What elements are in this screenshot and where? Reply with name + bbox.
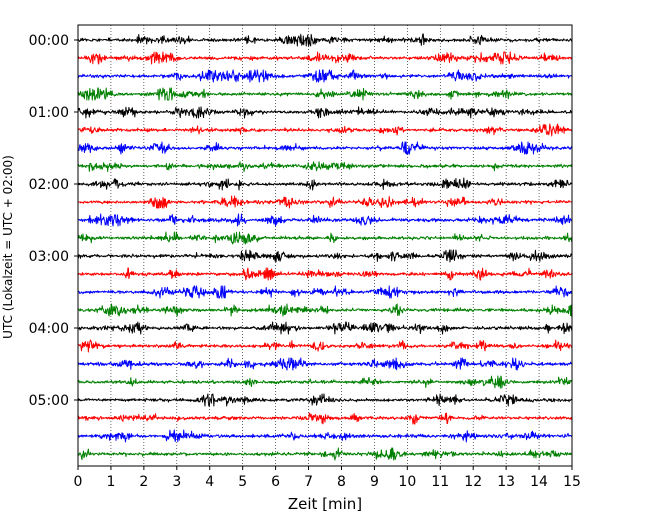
y-axis-label: UTC (Lokalzeit = UTC + 02:00) xyxy=(1,155,15,339)
trace-line xyxy=(77,447,573,461)
trace-line xyxy=(77,33,573,47)
x-tick-label: 3 xyxy=(172,474,181,490)
x-tick-label: 15 xyxy=(563,474,581,490)
trace-line xyxy=(77,375,573,389)
trace-line xyxy=(77,51,573,65)
trace-line xyxy=(77,231,573,245)
trace-line xyxy=(77,267,573,281)
x-tick-label: 8 xyxy=(337,474,346,490)
trace-line xyxy=(77,141,573,155)
x-tick-label: 11 xyxy=(431,474,449,490)
trace-line xyxy=(77,357,573,371)
trace-line xyxy=(77,429,573,443)
y-tick-label: 05:00 xyxy=(29,393,69,409)
trace-series xyxy=(77,33,573,461)
trace-line xyxy=(77,321,573,335)
trace-line xyxy=(77,412,573,425)
trace-line xyxy=(77,303,573,317)
y-tick-label: 04:00 xyxy=(29,321,69,337)
trace-line xyxy=(77,123,573,137)
x-tick-label: 6 xyxy=(271,474,280,490)
x-axis-label: Zeit [min] xyxy=(288,495,362,513)
x-tick-label: 2 xyxy=(139,474,148,490)
y-tick-label: 00:00 xyxy=(29,33,69,49)
x-tick-label: 7 xyxy=(304,474,313,490)
y-tick-label: 03:00 xyxy=(29,249,69,265)
x-tick-label: 4 xyxy=(205,474,214,490)
y-tick-label: 02:00 xyxy=(29,177,69,193)
plot-frame xyxy=(77,24,573,467)
x-tick-label: 1 xyxy=(106,474,115,490)
trace-line xyxy=(77,393,573,407)
trace-line xyxy=(77,106,573,119)
x-tick-label: 12 xyxy=(464,474,482,490)
y-axis-ticks: 00:00 01:00 02:00 03:00 04:00 05:00 xyxy=(29,33,78,409)
trace-line xyxy=(77,69,573,83)
x-tick-label: 13 xyxy=(497,474,515,490)
x-tick-label: 5 xyxy=(238,474,247,490)
x-axis-ticks: 0 1 2 3 4 5 6 7 8 9 10 11 12 13 14 15 xyxy=(74,466,581,490)
x-tick-label: 10 xyxy=(398,474,416,490)
trace-line xyxy=(77,213,573,227)
trace-line xyxy=(77,177,573,191)
x-tick-label: 9 xyxy=(370,474,379,490)
trace-line xyxy=(77,285,573,299)
y-tick-label: 01:00 xyxy=(29,105,69,121)
trace-line xyxy=(77,195,573,209)
trace-line xyxy=(77,339,573,353)
trace-line xyxy=(77,87,573,101)
trace-line xyxy=(77,161,573,173)
trace-line xyxy=(77,249,573,263)
x-tick-label: 14 xyxy=(530,474,548,490)
x-tick-label: 0 xyxy=(74,474,83,490)
